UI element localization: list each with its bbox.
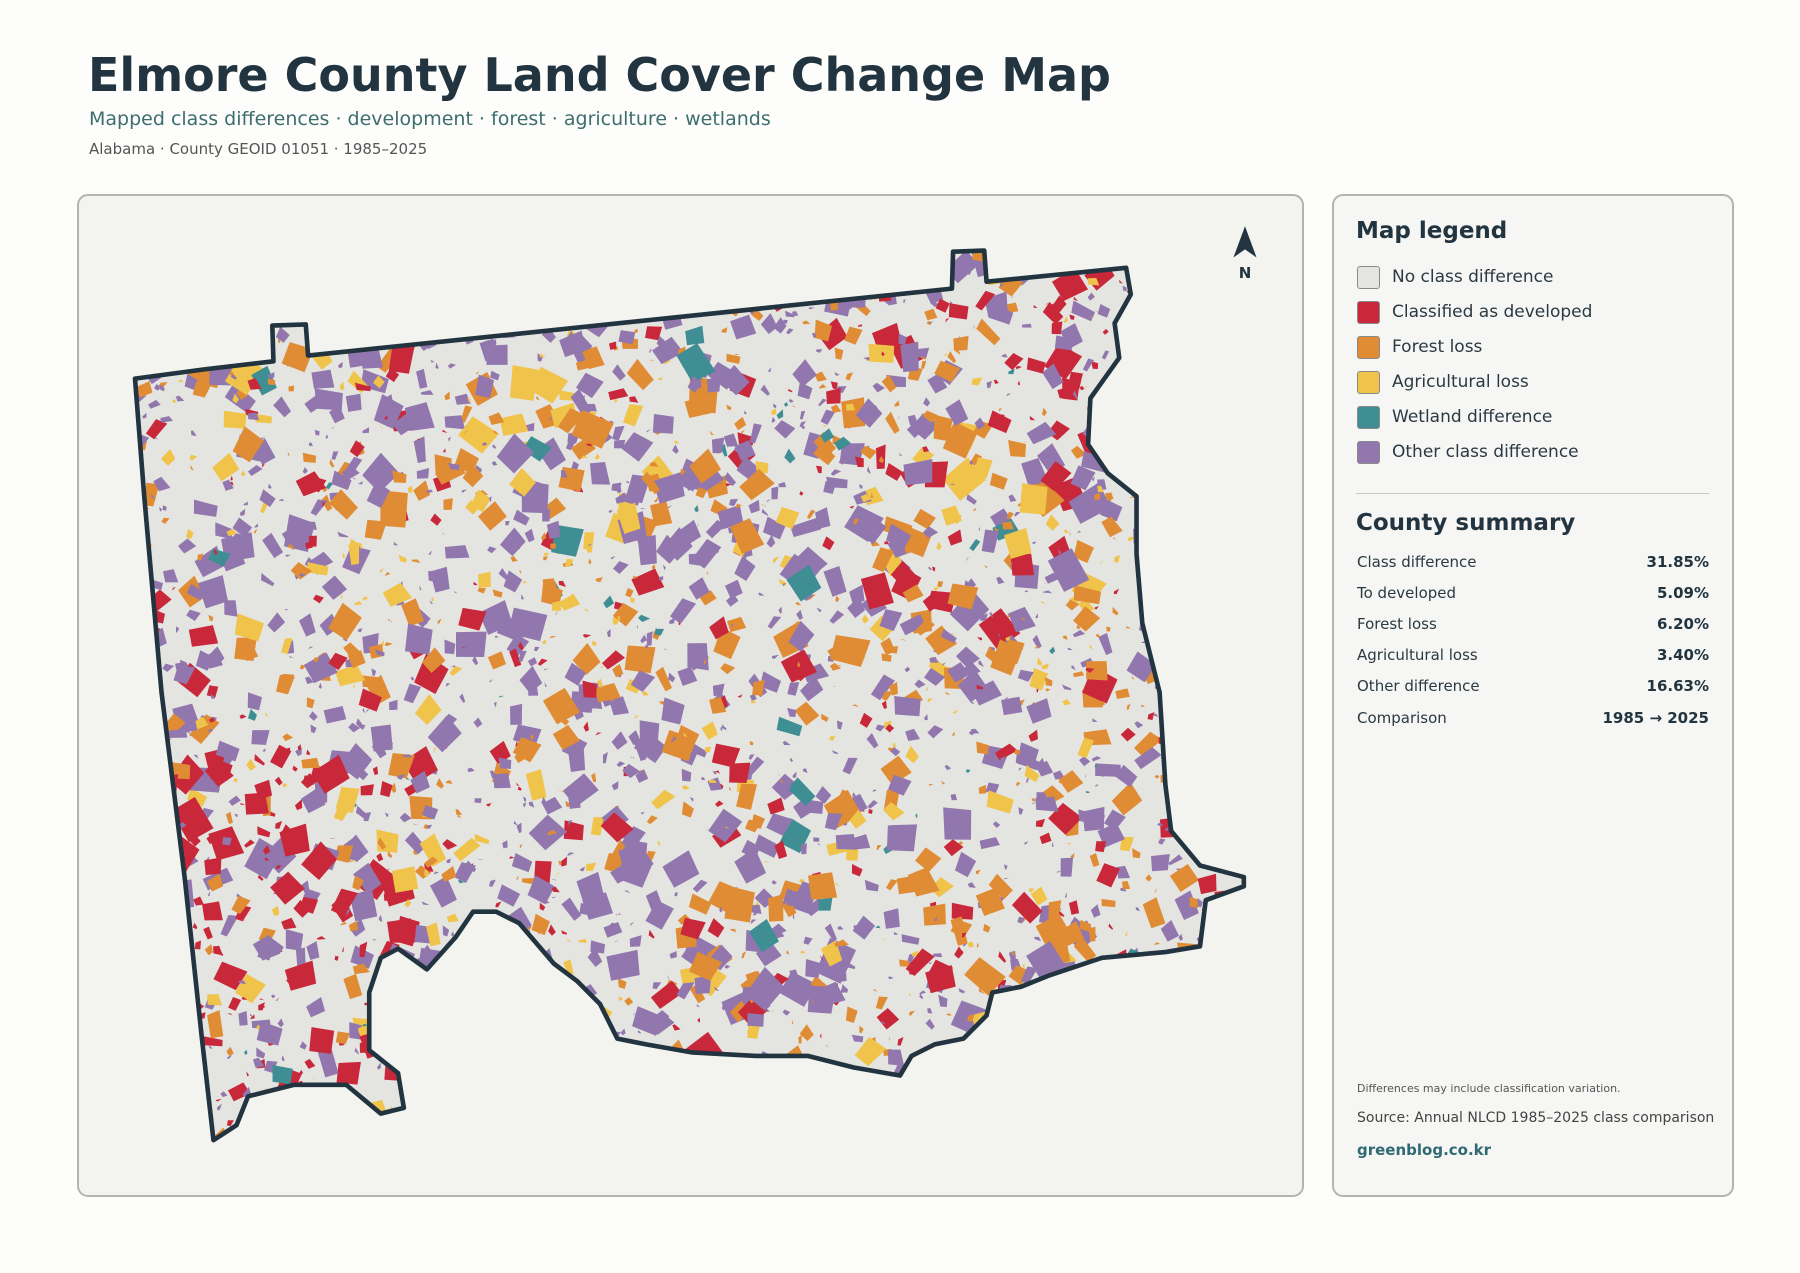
legend-label: Forest loss (1392, 337, 1483, 357)
map-panel (77, 194, 1304, 1197)
summary-row: Comparison 1985 → 2025 (1357, 709, 1709, 727)
legend-item: Wetland difference (1357, 404, 1552, 430)
summary-row: Class difference 31.85% (1357, 553, 1709, 571)
subtitle: Mapped class differences · development ·… (89, 108, 771, 130)
legend-swatch (1357, 265, 1380, 289)
summary-label: Agricultural loss (1357, 646, 1478, 664)
summary-row: Other difference 16.63% (1357, 677, 1709, 695)
site-credit: greenblog.co.kr (1357, 1141, 1492, 1159)
divider (1356, 493, 1709, 494)
summary-label: Other difference (1357, 677, 1480, 695)
legend-label: Agricultural loss (1392, 372, 1529, 392)
summary-value: 3.40% (1656, 646, 1709, 664)
source: Source: Annual NLCD 1985–2025 class comp… (1357, 1110, 1715, 1126)
summary-row: Forest loss 6.20% (1357, 615, 1709, 633)
legend-label: No class difference (1392, 267, 1554, 287)
legend-item: Agricultural loss (1357, 369, 1529, 395)
summary-value: 6.20% (1656, 615, 1709, 633)
legend-label: Other class difference (1392, 442, 1579, 462)
legend-label: Wetland difference (1392, 407, 1553, 427)
summary-label: Comparison (1357, 709, 1447, 727)
side-panel: Map legend County summary Differences ma… (1332, 194, 1734, 1197)
summary-value: 16.63% (1646, 677, 1709, 695)
legend-swatch (1357, 405, 1380, 429)
legend-swatch (1357, 370, 1380, 394)
legend-item: Other class difference (1357, 439, 1579, 465)
summary-value: 31.85% (1646, 553, 1709, 571)
legend-swatch (1357, 440, 1380, 464)
legend-item: No class difference (1357, 264, 1553, 290)
legend-swatch (1357, 335, 1380, 359)
legend-item: Forest loss (1357, 334, 1482, 360)
summary-value: 1985 → 2025 (1602, 709, 1709, 727)
summary-label: Forest loss (1357, 615, 1437, 633)
summary-value: 5.09% (1656, 584, 1709, 602)
map-title: Elmore County Land Cover Change Map (88, 48, 1111, 102)
legend-label: Classified as developed (1392, 302, 1593, 322)
summary-title: County summary (1356, 510, 1576, 536)
summary-row: Agricultural loss 3.40% (1357, 646, 1709, 664)
meta: Alabama · County GEOID 01051 · 1985–2025 (89, 140, 428, 158)
summary-label: Class difference (1357, 553, 1477, 571)
footnote: Differences may include classification v… (1357, 1082, 1621, 1095)
legend-swatch (1357, 300, 1380, 324)
legend-title: Map legend (1356, 218, 1508, 244)
legend-item: Classified as developed (1357, 299, 1592, 325)
summary-row: To developed 5.09% (1357, 584, 1709, 602)
summary-label: To developed (1357, 584, 1457, 602)
